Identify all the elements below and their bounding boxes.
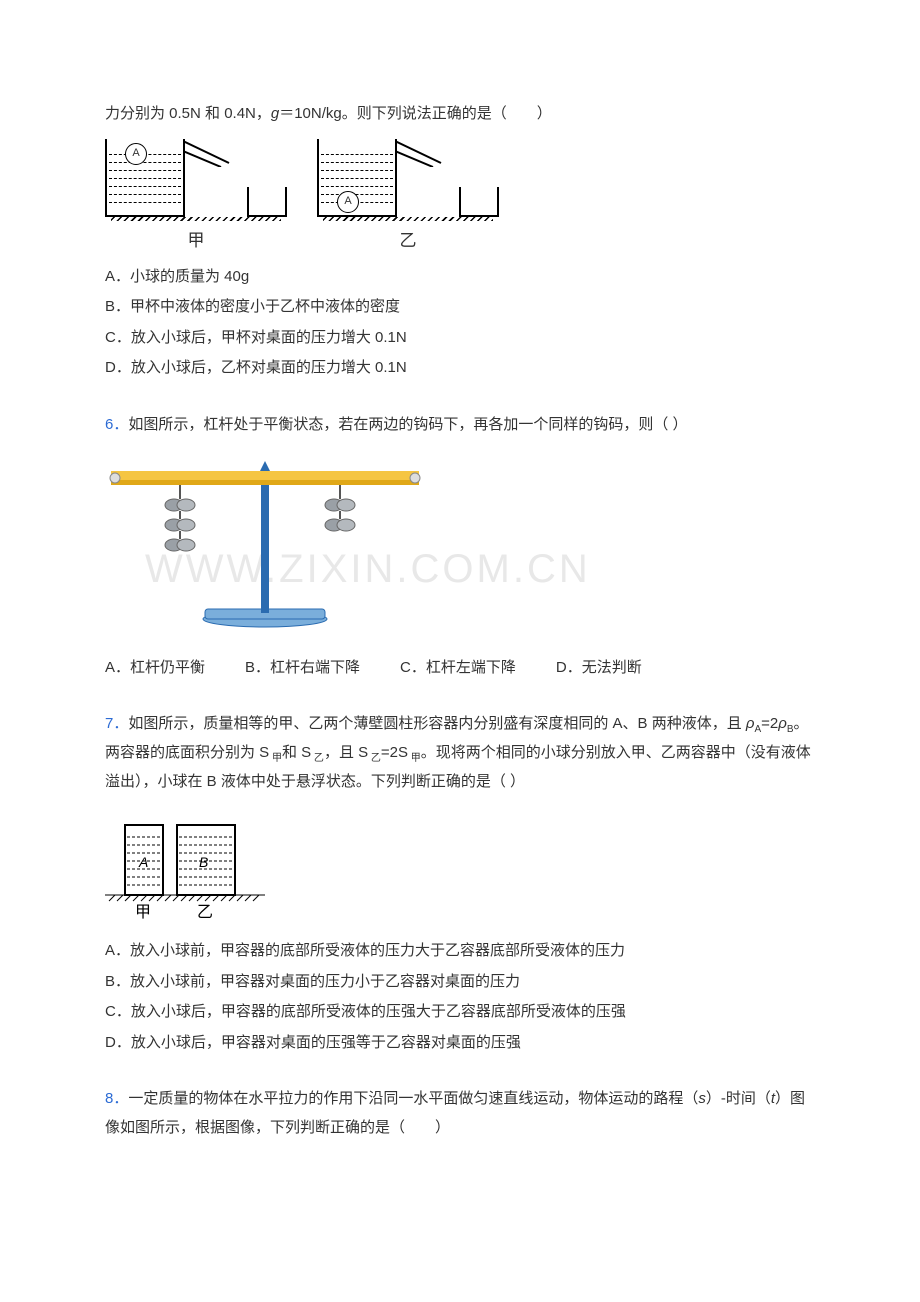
q5-spout-right	[395, 137, 455, 167]
q5-left-unit: A 甲	[105, 137, 287, 257]
q8-num: 8．	[105, 1090, 128, 1107]
q5-spout-left	[183, 137, 243, 167]
q5-ground-left	[111, 217, 281, 221]
q5-leading: 力分别为 0.5N 和 0.4N，	[105, 105, 271, 122]
q7-label-a: A	[138, 854, 148, 870]
q6-right-weights	[325, 499, 355, 531]
q7-text: 7．如图所示，质量相等的甲、乙两个薄壁圆柱形容器内分别盛有深度相同的 A、B 两…	[105, 710, 815, 797]
q6-left-weights	[165, 499, 195, 551]
q5-ground-right	[323, 217, 493, 221]
question-5: 力分别为 0.5N 和 0.4N，g＝10N/kg。则下列说法正确的是（ ） A…	[105, 100, 815, 383]
q6-opt-b: B．杠杆右端下降	[245, 654, 360, 683]
q5-opt-b: B．甲杯中液体的密度小于乙杯中液体的密度	[105, 293, 815, 322]
q5-cup-left: A	[105, 139, 185, 217]
q7-opt-b: B．放入小球前，甲容器对桌面的压力小于乙容器对桌面的压力	[105, 968, 815, 997]
question-8: 8．一定质量的物体在水平拉力的作用下沿同一水平面做匀速直线运动，物体运动的路程（…	[105, 1085, 815, 1142]
q6-text: 6．如图所示，杠杆处于平衡状态，若在两边的钩码下，再各加一个同样的钩码，则（ ）	[105, 411, 815, 440]
q7-opt-c: C．放入小球后，甲容器的底部所受液体的压强大于乙容器底部所受液体的压强	[105, 998, 815, 1027]
q6-figure	[105, 451, 425, 631]
q7-label-yi: 乙	[197, 904, 213, 921]
q6-opt-c: C．杠杆左端下降	[400, 654, 516, 683]
q5-cup-right: A	[317, 139, 397, 217]
q7-label-jia: 甲	[135, 904, 151, 921]
q5-figure: A 甲 A	[105, 137, 815, 257]
q7-figure: A B 甲 乙	[105, 811, 265, 921]
q7-num: 7．	[105, 715, 128, 732]
q7-opt-a: A．放入小球前，甲容器的底部所受液体的压力大于乙容器底部所受液体的压力	[105, 937, 815, 966]
question-6: 6．如图所示，杠杆处于平衡状态，若在两边的钩码下，再各加一个同样的钩码，则（ ）…	[105, 411, 815, 683]
q5-bin-right	[459, 187, 499, 217]
q5-label-left: 甲	[188, 225, 205, 257]
q8-text: 8．一定质量的物体在水平拉力的作用下沿同一水平面做匀速直线运动，物体运动的路程（…	[105, 1085, 815, 1142]
q5-leading-line: 力分别为 0.5N 和 0.4N，g＝10N/kg。则下列说法正确的是（ ）	[105, 100, 815, 129]
q5-opt-c: C．放入小球后，甲杯对桌面的压力增大 0.1N	[105, 324, 815, 353]
q5-label-right: 乙	[400, 225, 417, 257]
q7-label-b: B	[199, 854, 208, 870]
q5-right-unit: A 乙	[317, 137, 499, 257]
question-7: 7．如图所示，质量相等的甲、乙两个薄壁圆柱形容器内分别盛有深度相同的 A、B 两…	[105, 710, 815, 1057]
q5-g-text: ＝10N/kg。则下列说法正确的是（ ）	[279, 105, 552, 122]
q5-opt-d: D．放入小球后，乙杯对桌面的压力增大 0.1N	[105, 354, 815, 383]
q6-opt-d: D．无法判断	[556, 654, 642, 683]
q5-opt-a: A．小球的质量为 40g	[105, 263, 815, 292]
q6-num: 6．	[105, 416, 128, 433]
q6-opt-a: A．杠杆仍平衡	[105, 654, 205, 683]
q6-options: A．杠杆仍平衡 B．杠杆右端下降 C．杠杆左端下降 D．无法判断	[105, 654, 815, 683]
q5-g: g	[271, 105, 279, 122]
q7-opt-d: D．放入小球后，甲容器对桌面的压强等于乙容器对桌面的压强	[105, 1029, 815, 1058]
q5-bin-left	[247, 187, 287, 217]
q5-ball-right: A	[337, 191, 359, 213]
q5-ball-left: A	[125, 143, 147, 165]
